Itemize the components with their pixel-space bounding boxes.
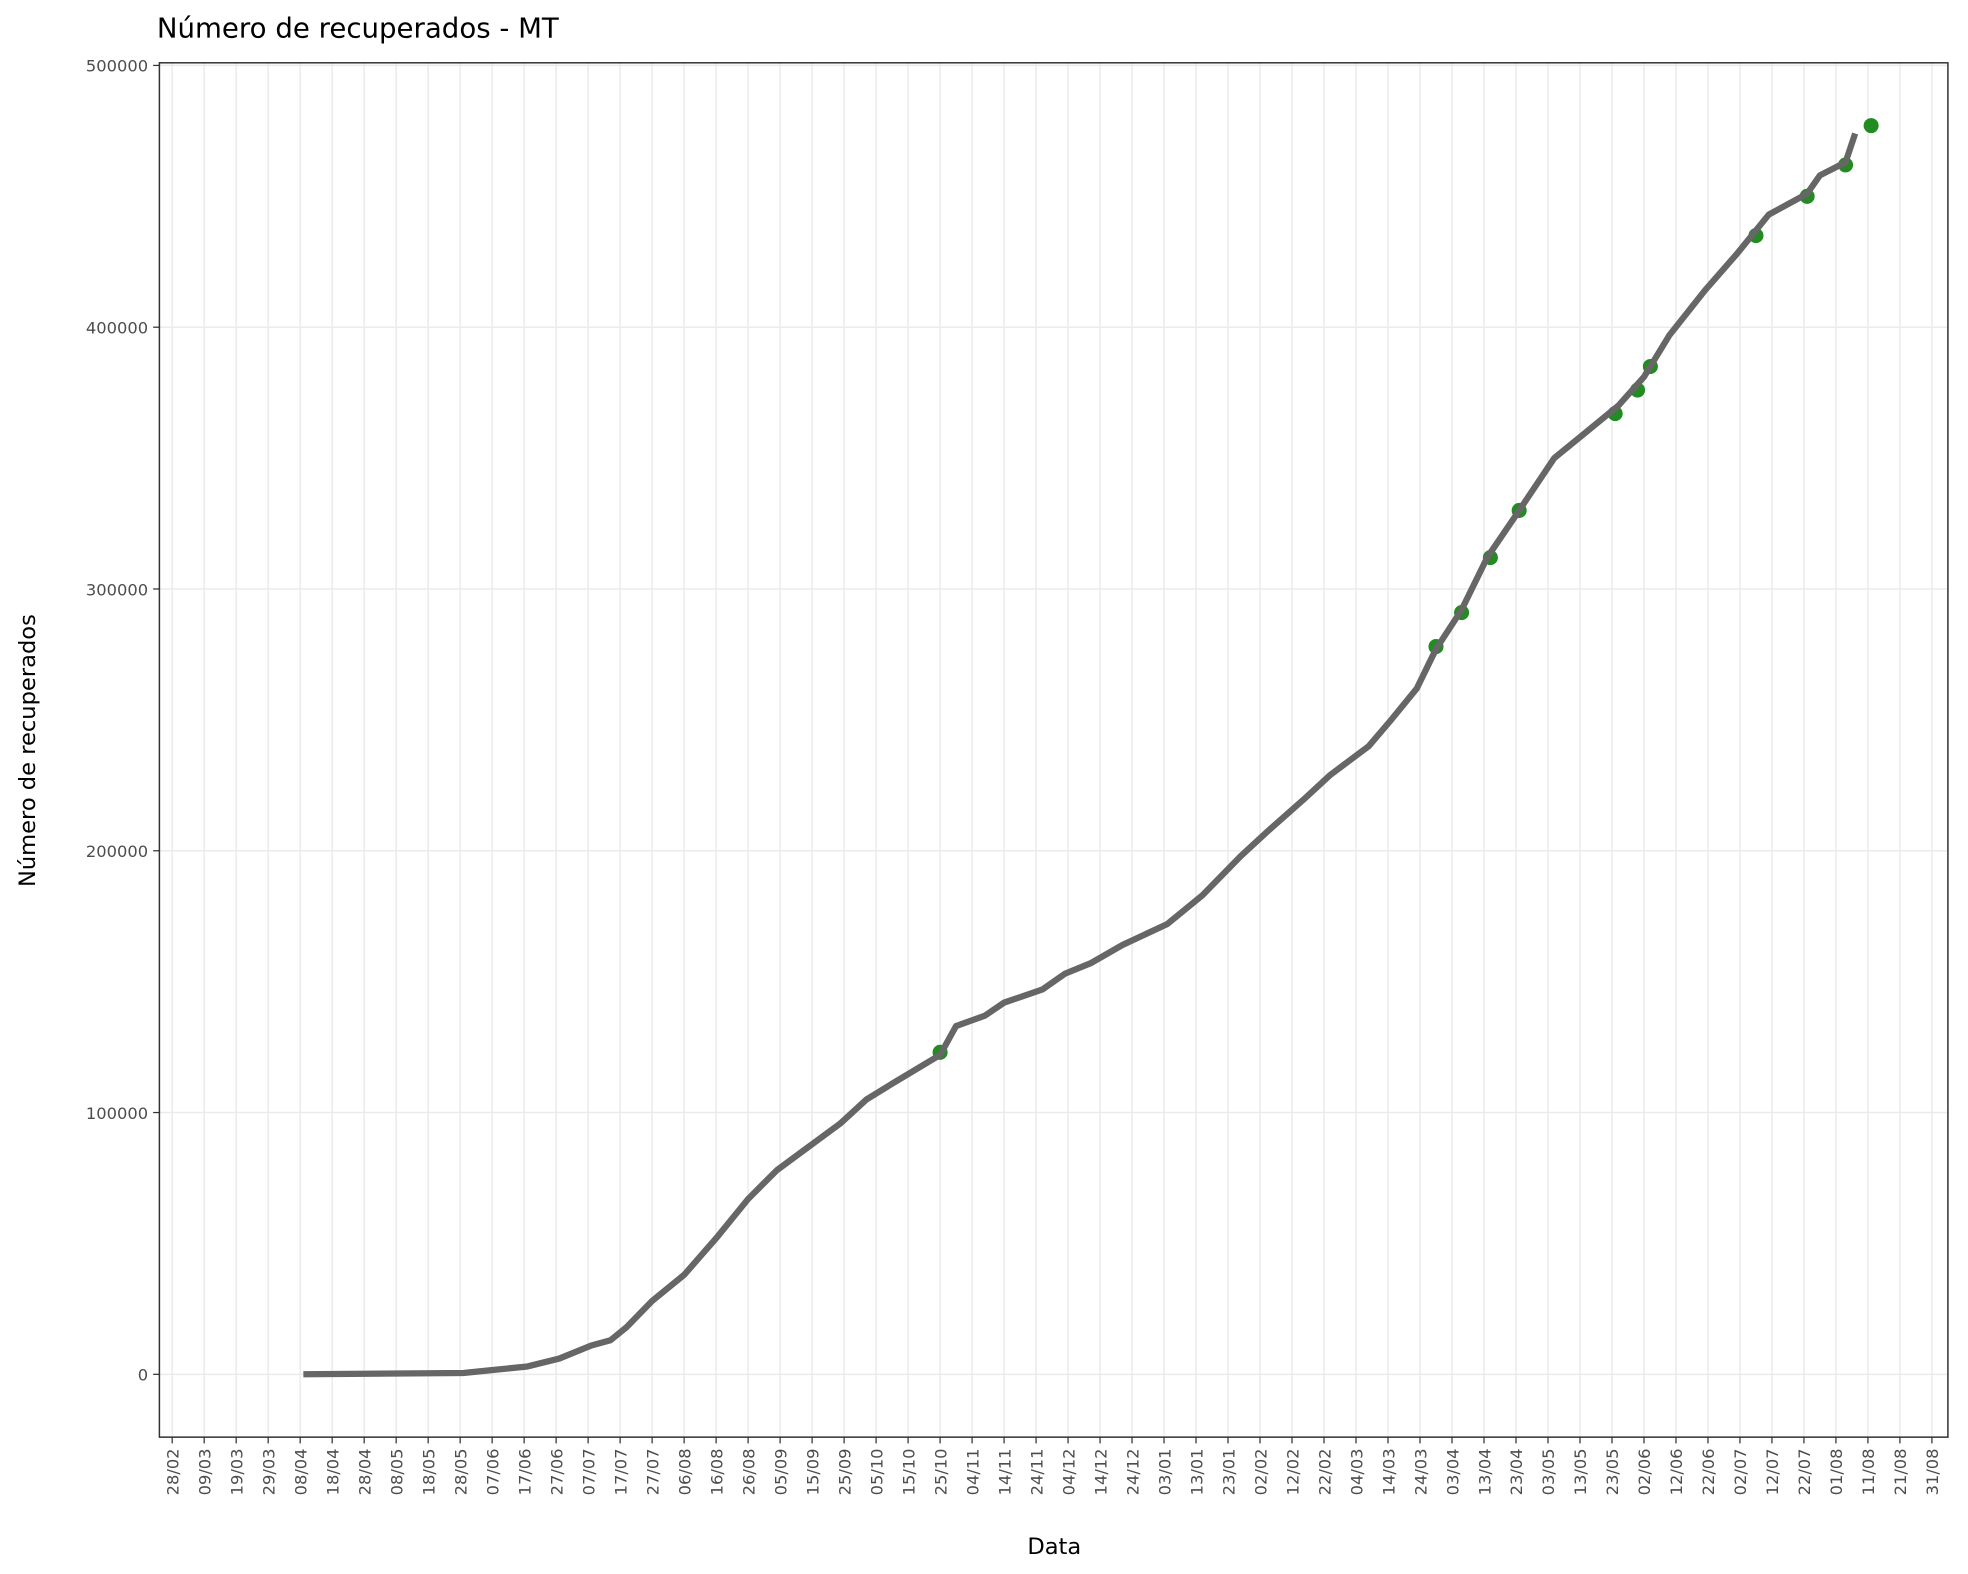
x-tick-label: 04/11: [963, 1448, 982, 1495]
x-tick-label: 24/03: [1411, 1448, 1430, 1495]
x-tick-label: 23/04: [1507, 1448, 1526, 1495]
x-tick-label: 25/10: [931, 1448, 950, 1495]
x-tick-label: 17/06: [515, 1448, 534, 1495]
x-tick-label: 13/01: [1187, 1448, 1206, 1495]
x-tick-label: 26/08: [739, 1448, 758, 1495]
x-tick-label: 14/12: [1091, 1448, 1110, 1495]
x-tick-label: 03/05: [1539, 1448, 1558, 1495]
x-tick-label: 12/06: [1667, 1448, 1686, 1495]
x-tick-label: 16/08: [707, 1448, 726, 1495]
x-tick-label: 22/06: [1699, 1448, 1718, 1495]
y-tick-label: 100000: [86, 1104, 148, 1123]
x-tick-label: 15/09: [803, 1448, 822, 1495]
x-tick-label: 12/02: [1283, 1448, 1302, 1495]
x-tick-label: 24/11: [1027, 1448, 1046, 1495]
x-tick-label: 15/10: [899, 1448, 918, 1495]
x-tick-label: 06/08: [675, 1448, 694, 1495]
x-tick-label: 29/03: [259, 1448, 278, 1495]
x-tick-label: 27/07: [643, 1448, 662, 1495]
y-tick-label: 200000: [86, 842, 148, 861]
x-tick-label: 25/09: [835, 1448, 854, 1495]
x-tick-label: 19/03: [227, 1448, 246, 1495]
x-tick-label: 05/10: [867, 1448, 886, 1495]
y-tick-label: 500000: [86, 57, 148, 76]
x-tick-label: 13/04: [1475, 1448, 1494, 1495]
x-tick-label: 08/04: [291, 1448, 310, 1495]
x-tick-label: 07/07: [579, 1448, 598, 1495]
x-tick-label: 31/08: [1923, 1448, 1942, 1495]
y-tick-label: 300000: [86, 580, 148, 599]
x-tick-label: 17/07: [611, 1448, 630, 1495]
x-tick-label: 02/07: [1731, 1448, 1750, 1495]
x-tick-label: 22/07: [1795, 1448, 1814, 1495]
x-tick-label: 27/06: [547, 1448, 566, 1495]
x-tick-label: 23/01: [1219, 1448, 1238, 1495]
x-tick-label: 08/05: [387, 1448, 406, 1495]
x-tick-label: 05/09: [771, 1448, 790, 1495]
x-tick-label: 22/02: [1315, 1448, 1334, 1495]
x-tick-label: 21/08: [1891, 1448, 1910, 1495]
x-tick-label: 24/12: [1123, 1448, 1142, 1495]
x-axis-title: Data: [1027, 1534, 1081, 1560]
chart-title: Número de recuperados - MT: [157, 12, 559, 45]
y-tick-label: 400000: [86, 318, 148, 337]
x-tick-label: 13/05: [1571, 1448, 1590, 1495]
x-tick-label: 03/04: [1443, 1448, 1462, 1495]
point: [1863, 118, 1879, 134]
x-tick-label: 14/03: [1379, 1448, 1398, 1495]
x-tick-label: 28/02: [163, 1448, 182, 1495]
x-tick-label: 28/04: [355, 1448, 374, 1495]
x-tick-label: 09/03: [195, 1448, 214, 1495]
x-tick-label: 02/02: [1251, 1448, 1270, 1495]
x-tick-label: 07/06: [483, 1448, 502, 1495]
x-tick-label: 02/06: [1635, 1448, 1654, 1495]
x-tick-label: 18/04: [323, 1448, 342, 1495]
y-tick-label: 0: [138, 1366, 148, 1385]
x-tick-label: 11/08: [1859, 1448, 1878, 1495]
y-axis-title: Número de recuperados: [15, 614, 41, 887]
x-tick-label: 04/12: [1059, 1448, 1078, 1495]
line: [303, 132, 1859, 1378]
x-tick-label: 12/07: [1763, 1448, 1782, 1495]
x-tick-label: 18/05: [419, 1448, 438, 1495]
x-tick-label: 23/05: [1603, 1448, 1622, 1495]
x-tick-label: 01/08: [1827, 1448, 1846, 1495]
x-tick-label: 04/03: [1347, 1448, 1366, 1495]
x-tick-label: 14/11: [995, 1448, 1014, 1495]
x-tick-label: 28/05: [451, 1448, 470, 1495]
panel-border: [158, 62, 1949, 1438]
x-tick-label: 03/01: [1155, 1448, 1174, 1495]
